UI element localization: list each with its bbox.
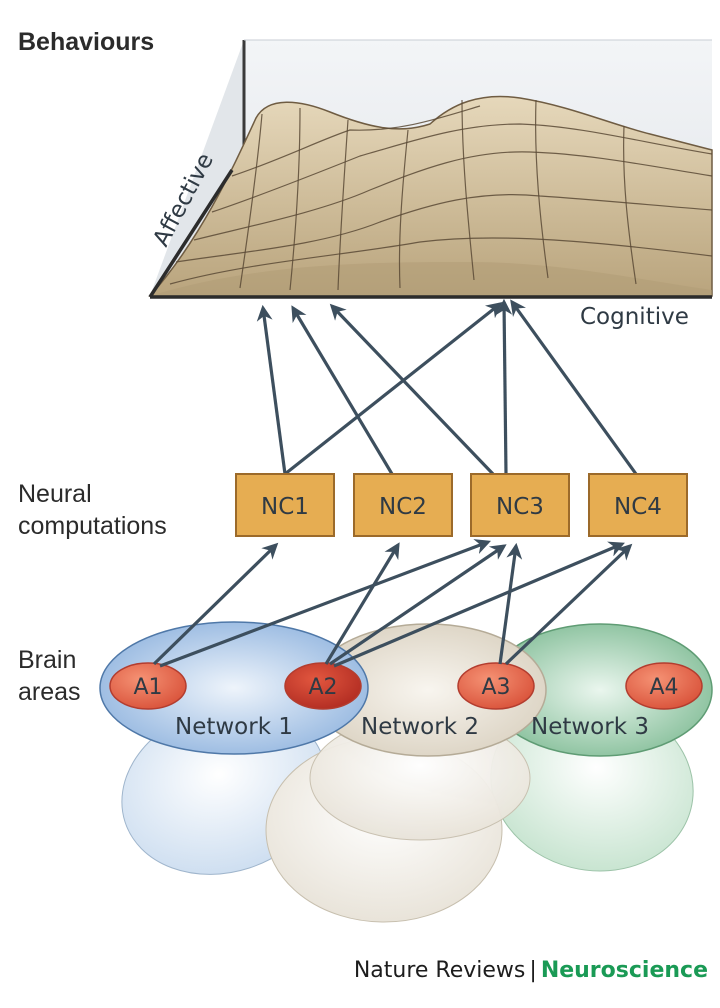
arrow-nc4-to-surface (510, 299, 638, 475)
arrow-nc1-to-surface-right (284, 302, 503, 476)
neural-computations: Neural computations NC1 NC2 NC3 NC4 (18, 473, 688, 540)
nc-box-2-label: NC2 (379, 494, 427, 520)
arrow-a2-to-nc2 (324, 542, 400, 665)
nc-box-3: NC3 (470, 473, 570, 537)
brain-area-a1-label: A1 (133, 675, 162, 700)
brain-area-a3: A3 (457, 662, 535, 710)
nc-box-2: NC2 (353, 473, 453, 537)
cognitive-axis-label: Cognitive (580, 304, 689, 330)
arrow-a2-to-nc3 (329, 544, 507, 666)
journal-separator: | (529, 958, 537, 983)
journal-name: Nature Reviews (353, 958, 526, 983)
nc-box-1-label: NC1 (261, 494, 309, 520)
network-1-ellipse (99, 621, 369, 755)
arrow-a2-to-nc4 (333, 541, 625, 668)
brain-areas-label-line1: Brain (18, 646, 76, 674)
nc-to-behaviour-arrows (256, 298, 638, 476)
nc-box-4: NC4 (588, 473, 688, 537)
brain-area-a3-label: A3 (481, 675, 510, 700)
brain-area-a2: A2 (284, 662, 362, 710)
network-3-label: Network 3 (531, 714, 649, 740)
arrow-a1-to-nc3 (159, 539, 491, 668)
network-2-label: Network 2 (361, 714, 479, 740)
nc-box-1: NC1 (235, 473, 335, 537)
arrow-a3-to-nc3 (498, 542, 523, 665)
behaviour-landscape: Behaviours Affective Cognitive (18, 28, 713, 330)
journal-section: Neuroscience (540, 958, 708, 983)
landscape-side-wall (150, 40, 244, 296)
arrow-a1-to-nc1 (152, 542, 279, 666)
arrow-a3-to-nc4 (504, 543, 633, 666)
neural-computations-label-line1: Neural (18, 480, 92, 508)
network-1-label: Network 1 (175, 714, 293, 740)
arrow-nc3-to-surface-right (496, 298, 513, 475)
neural-computations-label-line2: computations (18, 512, 167, 540)
nc-box-4-label: NC4 (614, 494, 662, 520)
arrow-nc3-to-surface-left (329, 303, 495, 476)
arrow-nc1-to-surface-left (256, 304, 287, 475)
brain-area-a4: A4 (625, 662, 703, 710)
brain-area-a2-label: A2 (308, 675, 337, 700)
behaviours-title: Behaviours (18, 28, 154, 56)
brain-area-a4-label: A4 (649, 675, 678, 700)
area-to-nc-arrows (152, 539, 633, 668)
brain-area-a1: A1 (109, 662, 187, 710)
brain-networks: Network 1 Network 2 Network 3 A1 A2 A3 A… (18, 621, 713, 923)
arrow-nc2-to-surface (291, 305, 394, 475)
journal-credit: Nature Reviews | Neuroscience (354, 958, 708, 983)
brain-areas-label-line2: areas (18, 678, 81, 706)
nc-box-3-label: NC3 (496, 494, 544, 520)
